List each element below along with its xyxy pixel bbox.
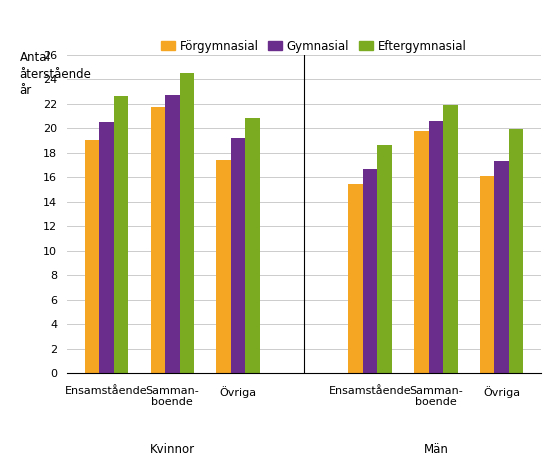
Text: Övriga: Övriga (483, 386, 520, 398)
Text: Kvinnor: Kvinnor (150, 443, 195, 455)
Bar (348, 184, 363, 373)
Bar (85, 140, 99, 373)
Bar (494, 161, 509, 373)
Text: Ensamstående: Ensamstående (65, 386, 148, 396)
Bar (180, 73, 194, 373)
Text: Antal
återstående
år: Antal återstående år (20, 51, 92, 97)
Bar (429, 121, 443, 373)
Legend: Förgymnasial, Gymnasial, Eftergymnasial: Förgymnasial, Gymnasial, Eftergymnasial (156, 35, 472, 57)
Text: Övriga: Övriga (220, 386, 257, 398)
Text: Samman-
boende: Samman- boende (409, 386, 463, 407)
Bar (99, 122, 114, 373)
Text: Samman-
boende: Samman- boende (146, 386, 199, 407)
Bar (217, 160, 231, 373)
Text: Män: Män (424, 443, 448, 455)
Bar (165, 95, 180, 373)
Text: Ensamstående: Ensamstående (329, 386, 411, 396)
Bar (246, 118, 260, 373)
Bar (443, 105, 458, 373)
Bar (231, 138, 246, 373)
Bar (363, 168, 377, 373)
Bar (480, 176, 494, 373)
Bar (509, 129, 523, 373)
Bar (114, 96, 128, 373)
Bar (151, 107, 165, 373)
Bar (414, 131, 429, 373)
Bar (377, 145, 392, 373)
